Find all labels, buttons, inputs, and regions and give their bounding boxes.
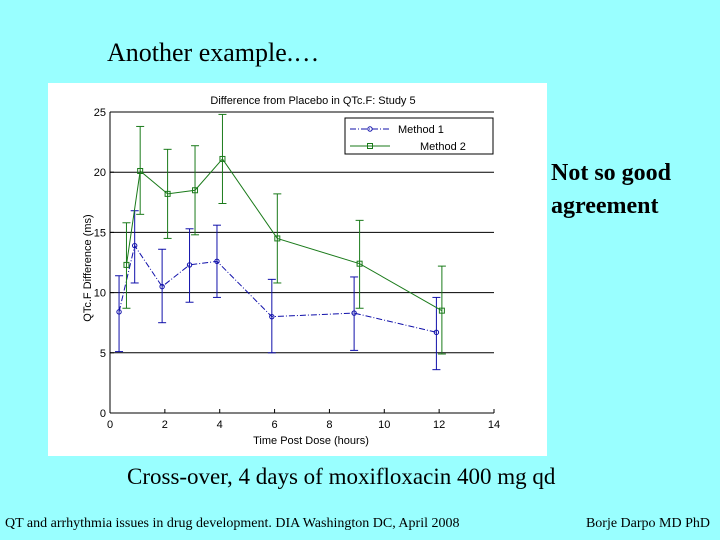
data-point-s1-5 <box>269 313 275 320</box>
series-line-1 <box>118 244 437 333</box>
series-line-2 <box>125 158 443 312</box>
legend-label-method-1: Method 1 <box>398 124 444 136</box>
y-tick-label-15: 15 <box>94 227 106 239</box>
qtc-chart: Difference from Placebo in QTc.F: Study … <box>82 95 500 447</box>
data-point-s2-5 <box>274 235 281 242</box>
plot-area: 0 5 10 15 20 25 0 2 4 6 8 10 12 14 <box>94 107 500 431</box>
x-tick-label-10: 10 <box>378 419 390 431</box>
data-point-s1-4 <box>214 258 220 264</box>
data-point-s1-3 <box>186 262 193 268</box>
callout-text: Not so good agreement <box>551 160 672 219</box>
data-point-s2-6 <box>356 260 363 267</box>
data-point-s2-3 <box>192 187 199 194</box>
chart-y-axis-label: QTc.F Difference (ms) <box>82 214 94 321</box>
x-tick-label-2: 2 <box>162 419 168 431</box>
data-point-s2-7 <box>438 307 445 314</box>
x-tick-label-6: 6 <box>272 419 278 431</box>
slide-caption: Cross-over, 4 days of moxifloxacin 400 m… <box>127 464 556 489</box>
slide-title: Another example.… <box>107 38 320 67</box>
data-point-s2-0 <box>123 261 130 268</box>
data-point-s1-6 <box>351 310 357 316</box>
x-tick-label-8: 8 <box>326 419 332 431</box>
data-point-s1-2 <box>159 283 165 290</box>
y-tick-label-10: 10 <box>94 288 106 300</box>
y-tick-label-25: 25 <box>94 107 106 119</box>
footer-conference: QT and arrhythmia issues in drug develop… <box>5 516 460 531</box>
x-tick-label-12: 12 <box>433 419 445 431</box>
legend-label-method-2: Method 2 <box>420 141 466 153</box>
data-point-s1-7 <box>433 329 440 336</box>
y-tick-label-0: 0 <box>100 408 106 420</box>
x-tick-label-4: 4 <box>217 419 223 431</box>
x-tick-label-14: 14 <box>488 419 500 431</box>
data-point-s2-2 <box>164 190 171 197</box>
chart-panel: Difference from Placebo in QTc.F: Study … <box>48 83 547 456</box>
legend-marker-method-1 <box>367 126 373 132</box>
data-point-s2-1 <box>137 167 144 174</box>
data-point-s1-0 <box>116 309 122 315</box>
y-tick-label-5: 5 <box>100 348 106 360</box>
chart-legend: Method 1 Method 2 <box>344 117 494 155</box>
data-point-s1-1 <box>131 242 138 249</box>
legend-marker-method-2 <box>367 143 373 149</box>
chart-title: Difference from Placebo in QTc.F: Study … <box>210 95 415 107</box>
footer-author: Borje Darpo MD PhD <box>585 516 710 531</box>
chart-x-axis-label: Time Post Dose (hours) <box>253 435 369 447</box>
x-tick-label-0: 0 <box>107 419 113 431</box>
y-tick-label-20: 20 <box>94 167 106 179</box>
data-point-s2-4 <box>219 155 226 162</box>
